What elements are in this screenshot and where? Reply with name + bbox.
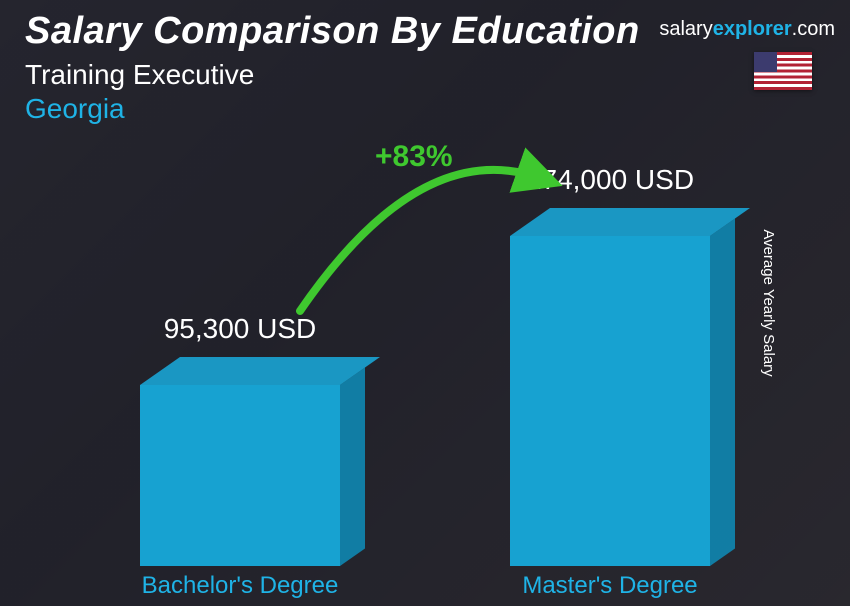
brand-prefix: salary bbox=[659, 18, 712, 40]
bar-side bbox=[340, 367, 365, 566]
bar-top bbox=[510, 208, 750, 236]
brand-watermark: salaryexplorer.com bbox=[659, 18, 835, 41]
bar-0 bbox=[140, 357, 340, 566]
infographic-root: Salary Comparison By Education Training … bbox=[0, 0, 850, 606]
brand-suffix: .com bbox=[792, 18, 835, 40]
bar-value-label: 174,000 USD bbox=[480, 164, 740, 196]
us-flag-icon bbox=[754, 52, 812, 90]
delta-percent: +83% bbox=[375, 140, 453, 174]
bar-chart: 95,300 USD Bachelor's Degree 174,000 USD Ma… bbox=[0, 140, 850, 606]
bar-side bbox=[710, 218, 735, 566]
bar-value-label: 95,300 USD bbox=[110, 313, 370, 345]
bar-category-label: Master's Degree bbox=[470, 572, 750, 600]
job-subtitle: Training Executive bbox=[25, 59, 825, 91]
bar-front bbox=[510, 236, 710, 566]
bar-1 bbox=[510, 208, 710, 566]
bar-category-label: Bachelor's Degree bbox=[100, 572, 380, 600]
location-label: Georgia bbox=[25, 93, 825, 125]
bar-top bbox=[140, 357, 380, 385]
bar-front bbox=[140, 385, 340, 566]
brand-accent: explorer bbox=[713, 18, 792, 40]
